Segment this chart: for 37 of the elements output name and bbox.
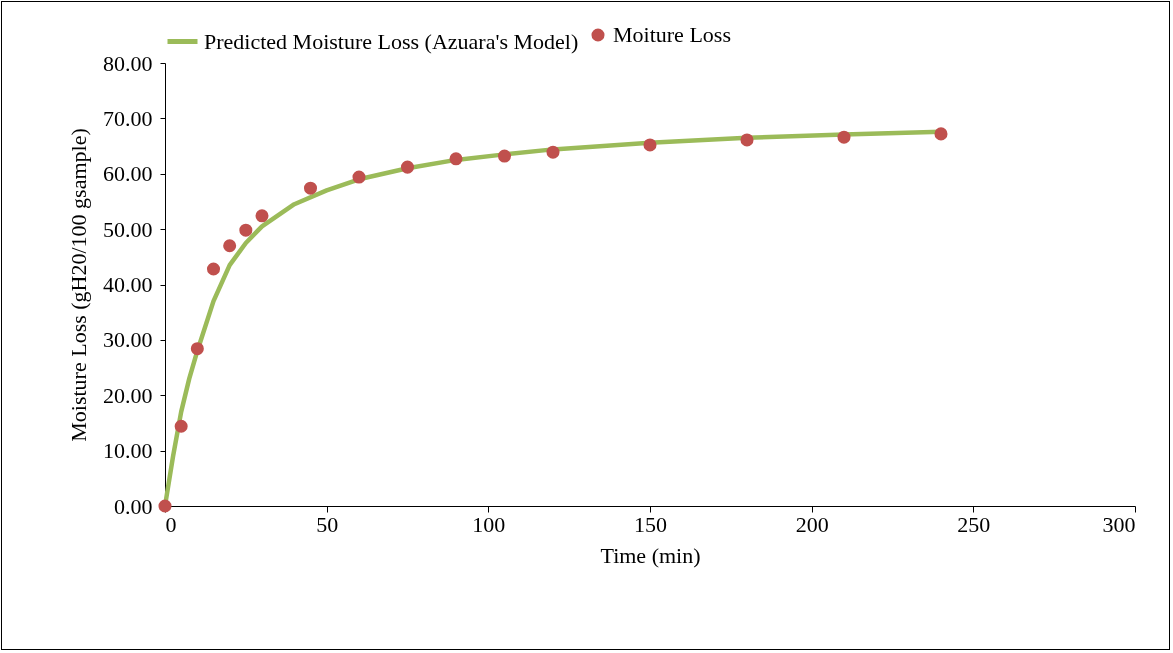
x-tick-label: 0 [165, 511, 177, 537]
x-tick-label: 100 [472, 511, 506, 537]
point [643, 138, 657, 152]
point [400, 160, 415, 174]
point [190, 342, 204, 356]
point [158, 499, 172, 513]
point [303, 181, 318, 195]
point [206, 262, 221, 276]
y-tick-label: 20.00 [103, 382, 153, 408]
x-axis-title: Time (min) [600, 542, 701, 568]
y-tick-label: 0.00 [114, 493, 153, 519]
x-tick-label: 200 [795, 511, 829, 537]
y-tick-label: 70.00 [103, 105, 153, 131]
point [255, 209, 269, 223]
legend-label: Predicted Moisture Loss (Azuara's Model) [204, 28, 579, 54]
point [174, 419, 188, 433]
point [934, 127, 948, 141]
y-tick-label: 50.00 [103, 216, 153, 242]
x-tick-label: 150 [634, 511, 667, 537]
point [239, 223, 253, 237]
point [740, 133, 754, 147]
point [546, 145, 560, 159]
y-tick-label: 80.00 [103, 50, 153, 76]
point [352, 170, 366, 184]
point [837, 130, 851, 144]
point [223, 239, 237, 253]
x-tick-label: 250 [957, 511, 991, 537]
y-tick-label: 30.00 [103, 327, 153, 353]
y-axis-title: Moisture Loss (gH20/100 gsample) [66, 128, 91, 442]
x-tick-label: 300 [1102, 511, 1136, 537]
legend-label: Moiture Loss [613, 22, 731, 47]
point [497, 149, 512, 163]
x-tick-label: 50 [316, 511, 339, 537]
point [449, 152, 463, 166]
y-tick-label: 40.00 [103, 272, 153, 297]
y-tick-label: 10.00 [103, 438, 153, 464]
y-tick-label: 60.00 [103, 161, 153, 187]
